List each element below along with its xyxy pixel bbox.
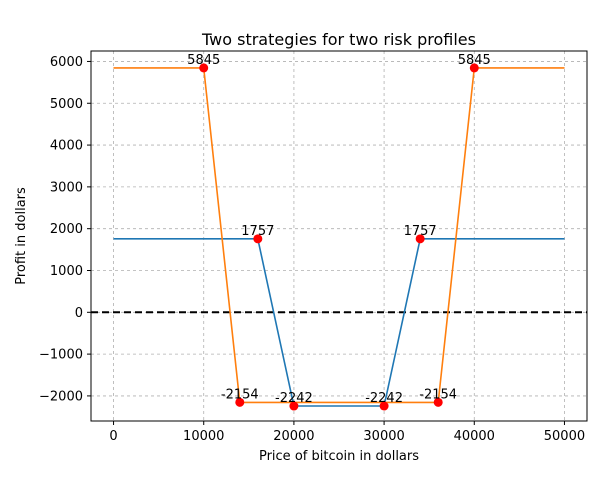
x-tick-label: 10000 [183,429,224,444]
data-point-marker [289,401,299,411]
y-tick-label: −2000 [39,389,83,404]
data-label: 1757 [404,224,437,239]
x-axis-label: Price of bitcoin in dollars [259,449,419,464]
x-tick-label: 30000 [363,429,404,444]
y-tick-label: 3000 [50,180,83,195]
x-tick-label: 20000 [273,429,314,444]
data-label: -2154 [221,387,259,402]
chart-title: Two strategies for two risk profiles [201,30,476,49]
y-tick-label: 4000 [50,139,83,154]
x-tick-label: 50000 [544,429,585,444]
y-tick-label: 6000 [50,55,83,70]
x-tick-label: 0 [109,429,117,444]
data-label: 5845 [187,53,220,68]
y-tick-label: 5000 [50,97,83,112]
data-point-marker [253,234,263,244]
data-label: 5845 [458,53,491,68]
data-label-layer: 1757 -2242 -2242 1757 5845 -2154 -2154 5845 [187,53,491,406]
grid [91,51,587,421]
x-tick-label: 40000 [454,429,495,444]
series-line-2 [113,67,565,404]
x-axis: 0 10000 20000 30000 40000 50000 [109,421,585,444]
series-line-1 [113,238,565,407]
data-point-marker [433,397,443,407]
data-label: -2154 [419,387,457,402]
y-tick-label: 0 [75,306,83,321]
y-tick-label: 2000 [50,222,83,237]
data-label: -2242 [365,391,403,406]
data-point-marker [415,234,425,244]
y-axis-label: Profit in dollars [14,187,29,285]
data-point-marker [199,63,209,73]
data-point-marker [379,401,389,411]
data-point-marker [235,397,245,407]
data-label: 1757 [241,224,274,239]
marker-layer [199,63,479,411]
data-label: -2242 [275,391,313,406]
y-axis: −2000 −1000 0 1000 2000 3000 4000 5000 6000 [39,55,91,404]
series-layer [113,67,565,407]
y-tick-label: 1000 [50,264,83,279]
plot-area-frame [90,50,588,422]
data-point-marker [469,63,479,73]
y-tick-label: −1000 [39,348,83,363]
